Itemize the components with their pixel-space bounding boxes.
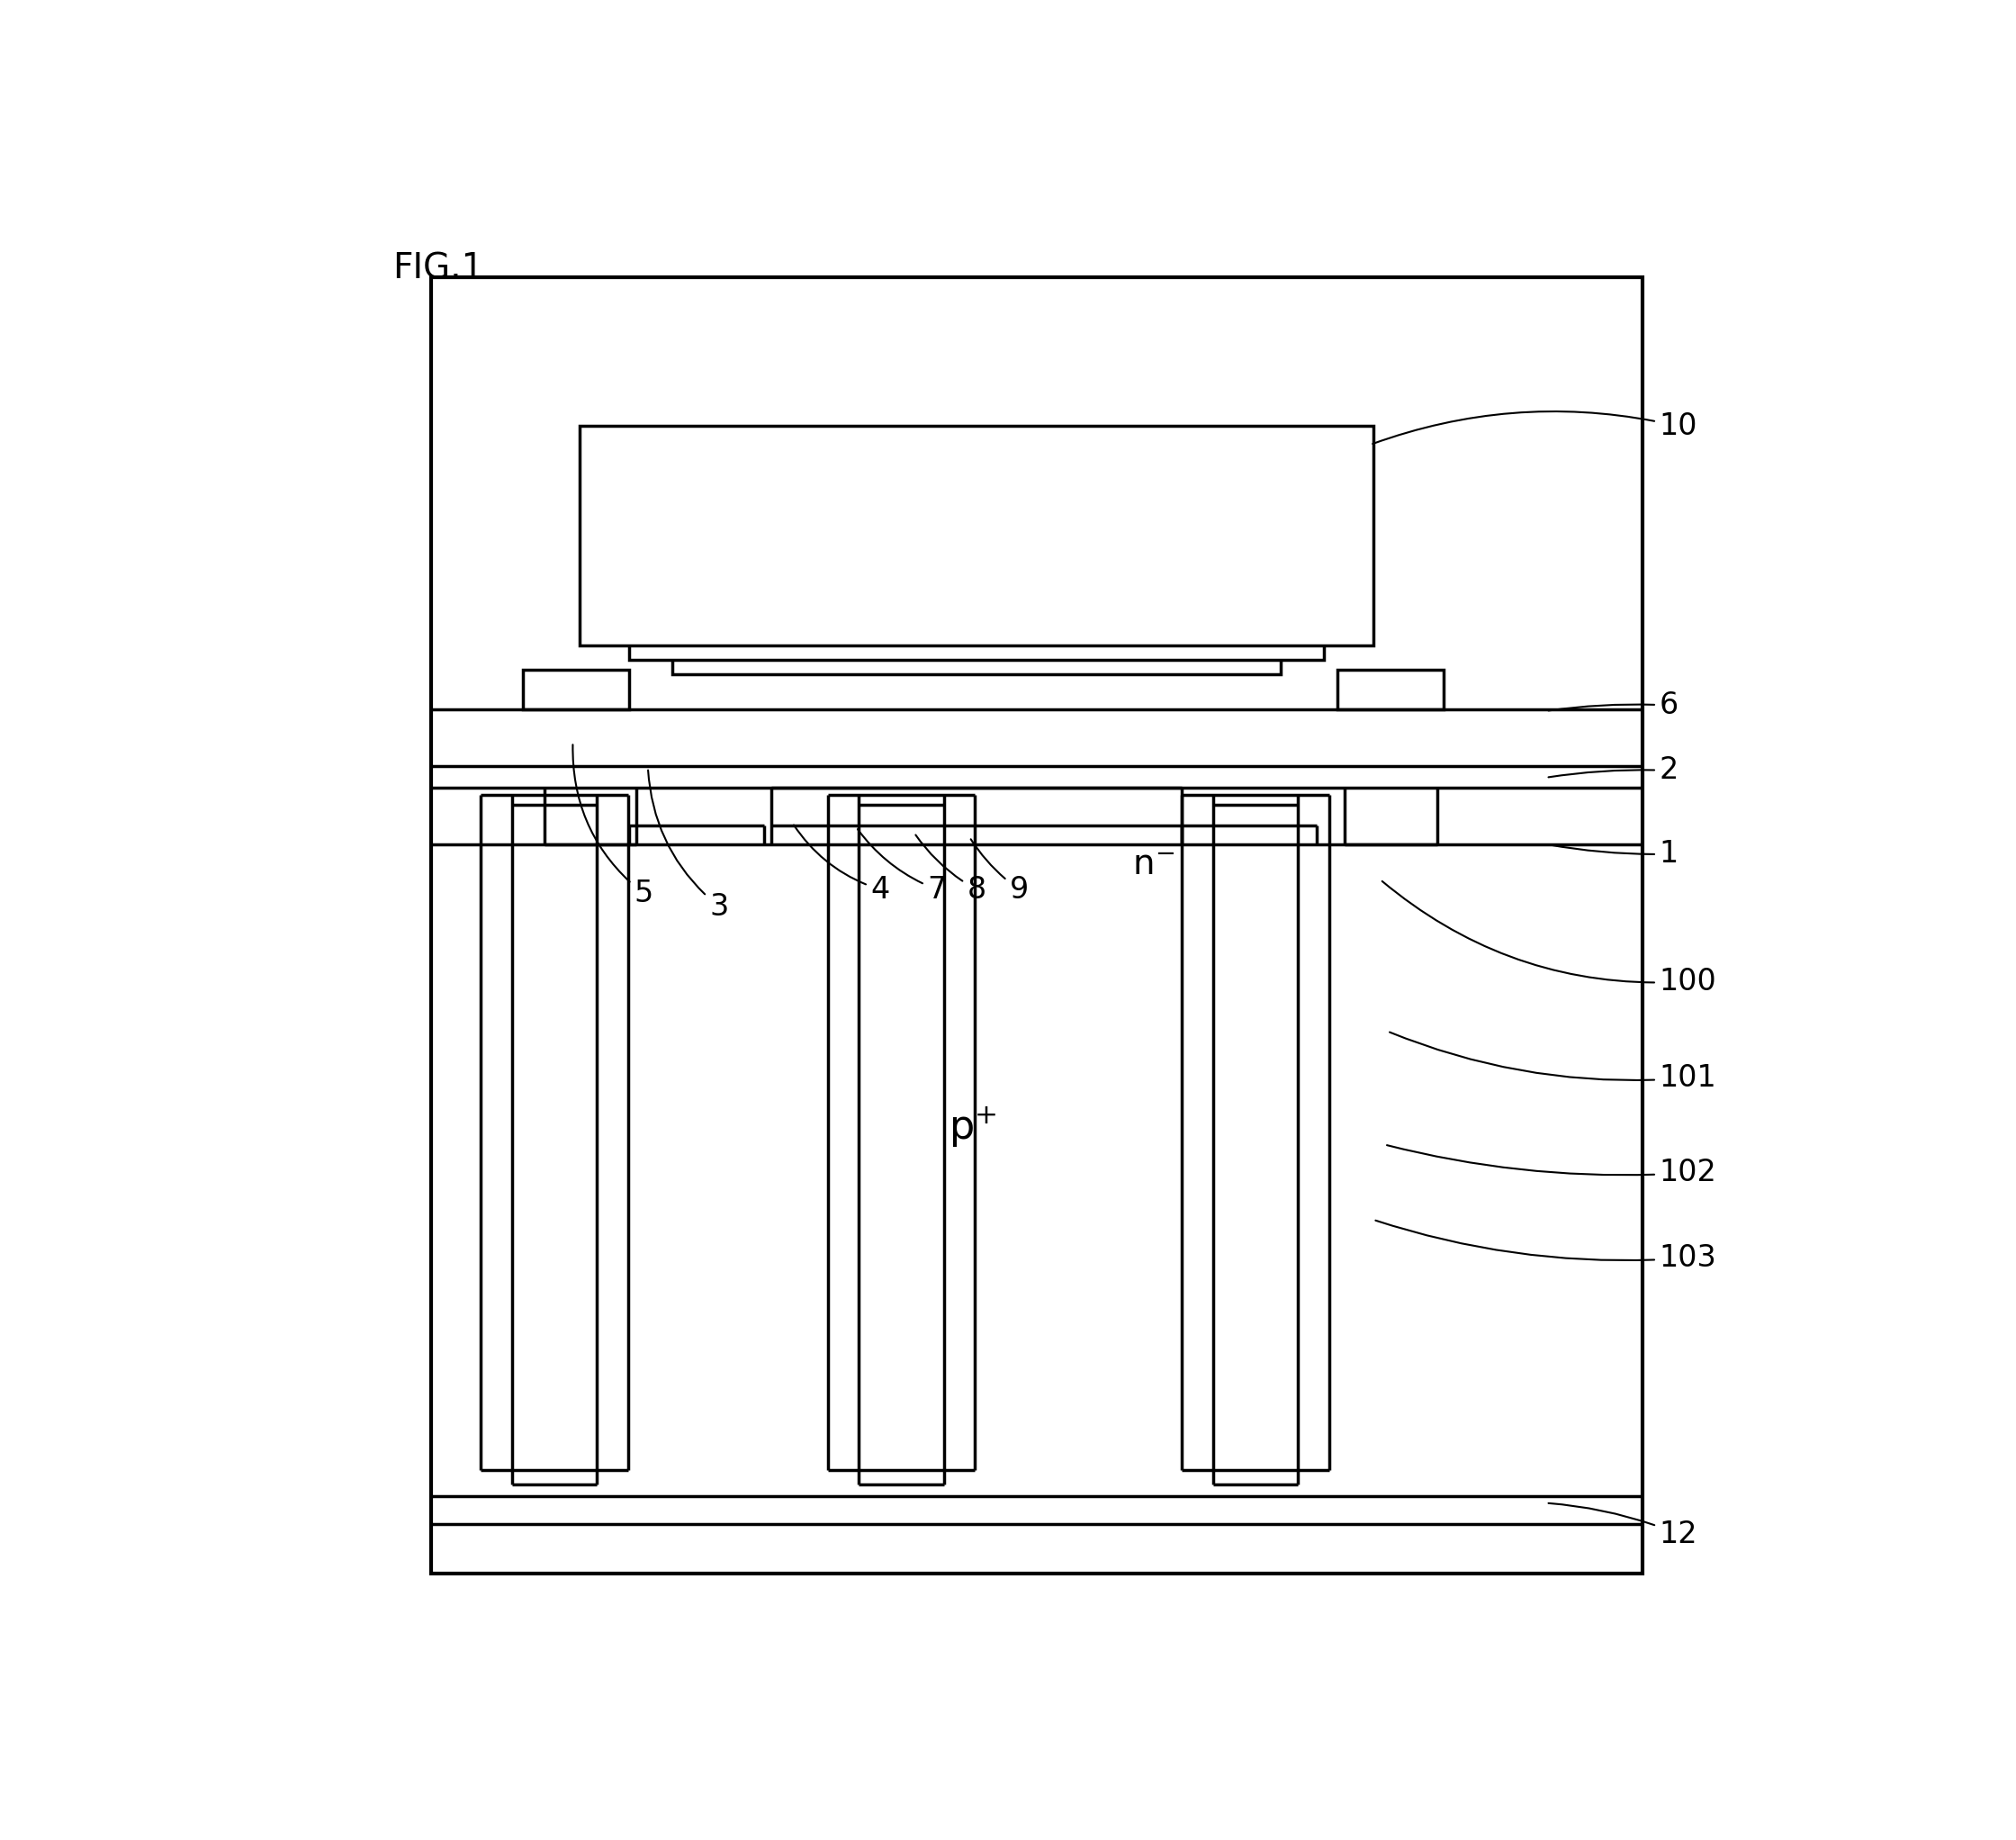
Text: 8: 8 (915, 835, 986, 905)
Text: 100: 100 (1383, 881, 1718, 997)
Bar (1339, 670, 1443, 710)
Bar (581, 427, 1373, 646)
Text: n$^{-}$: n$^{-}$ (1133, 848, 1175, 883)
Text: 9: 9 (972, 839, 1028, 905)
Text: 102: 102 (1387, 1144, 1718, 1189)
Text: 1: 1 (1548, 839, 1679, 868)
Text: 6: 6 (1548, 690, 1679, 719)
Bar (671, 581, 1280, 673)
Text: 103: 103 (1375, 1220, 1718, 1273)
Text: 7: 7 (857, 830, 946, 905)
Text: 12: 12 (1548, 1503, 1697, 1549)
Text: 10: 10 (1373, 412, 1697, 443)
Text: 4: 4 (794, 824, 889, 905)
Text: 2: 2 (1548, 756, 1679, 786)
Text: FIG.1: FIG.1 (393, 252, 484, 287)
Text: 5: 5 (573, 745, 653, 909)
Bar (524, 670, 629, 710)
Text: 101: 101 (1389, 1032, 1718, 1093)
Text: p$^{+}$: p$^{+}$ (948, 1106, 996, 1150)
Text: 3: 3 (647, 771, 728, 922)
Bar (431, 278, 1643, 1573)
Bar (629, 546, 1325, 661)
